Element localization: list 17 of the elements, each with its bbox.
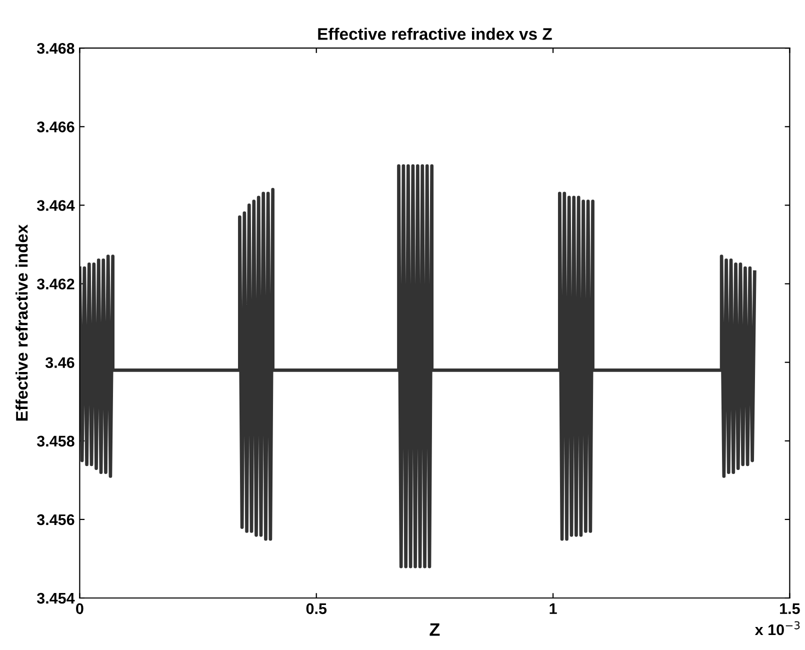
y-tick-label: 3.462: [36, 278, 74, 290]
x-tick-label: 1.5: [780, 603, 800, 614]
x-tick-label: 1: [550, 603, 557, 614]
y-tick-label: 3.466: [36, 122, 74, 132]
y-tick-label: 3.456: [36, 514, 74, 526]
y-tick-label: 3.464: [36, 200, 75, 211]
y-tick-label: 3.458: [36, 436, 74, 447]
y-tick-label: 3.46: [45, 357, 74, 368]
y-tick-label: 3.468: [36, 42, 74, 54]
text: x 10$^{−3}$: [754, 621, 800, 636]
chart-title: Effective refractive index vs Z: [318, 28, 552, 40]
x-tick-label: 0.5: [306, 603, 327, 614]
y-tick-label: 3.454: [36, 592, 75, 604]
line-series: [80, 164, 756, 568]
x-axis-title: Z: [430, 623, 440, 636]
y-axis-title: Effective refractive index: [16, 224, 28, 421]
x-tick-label: 0: [76, 603, 84, 614]
